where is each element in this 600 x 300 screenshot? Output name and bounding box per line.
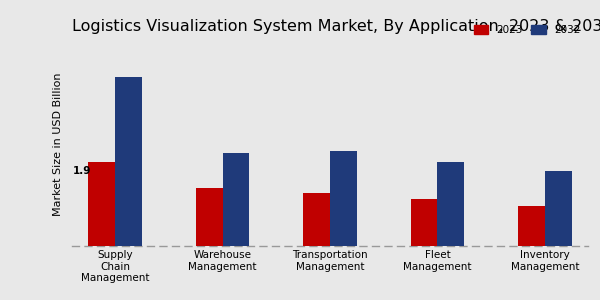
Bar xyxy=(410,200,437,246)
Bar xyxy=(330,151,357,246)
Bar xyxy=(303,193,330,246)
Text: Logistics Visualization System Market, By Application, 2023 & 2032: Logistics Visualization System Market, B… xyxy=(72,19,600,34)
Text: 1.9: 1.9 xyxy=(73,167,91,176)
Bar xyxy=(115,77,142,246)
Bar xyxy=(223,153,250,246)
Legend: 2023, 2032: 2023, 2032 xyxy=(472,23,583,37)
Bar xyxy=(518,206,545,246)
Y-axis label: Market Size in USD Billion: Market Size in USD Billion xyxy=(53,72,63,216)
Bar xyxy=(88,162,115,246)
Bar xyxy=(437,162,464,246)
Bar xyxy=(545,171,572,246)
Bar xyxy=(196,188,223,246)
